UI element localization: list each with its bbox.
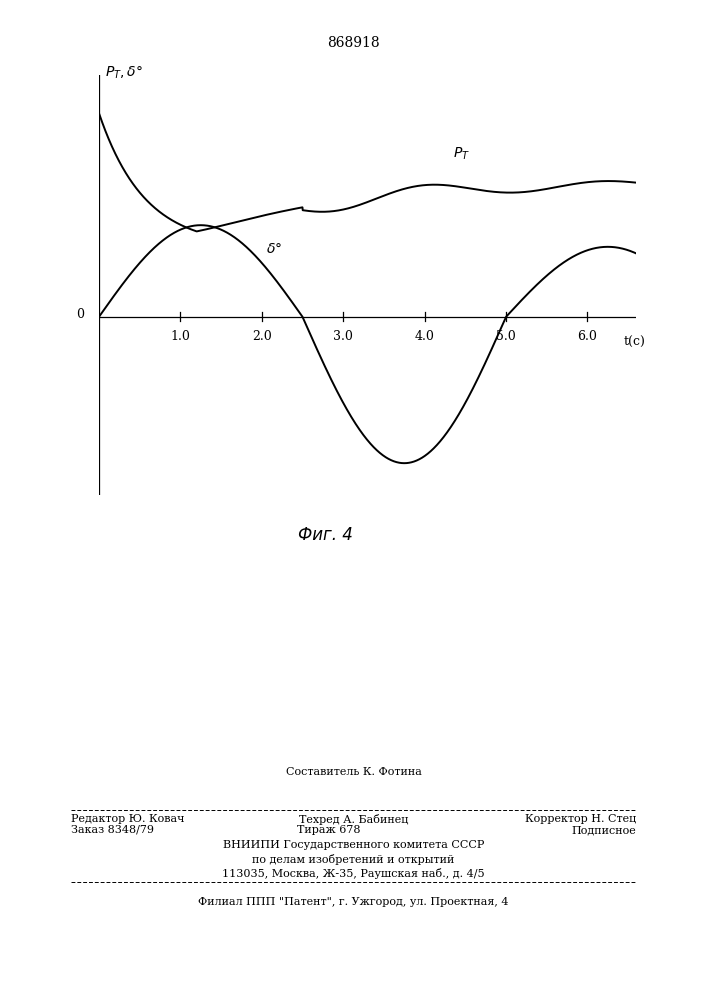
Text: Техред А. Бабинец: Техред А. Бабинец (299, 814, 408, 825)
Text: ВНИИПИ Государственного комитета СССР: ВНИИПИ Государственного комитета СССР (223, 840, 484, 850)
Text: Редактор Ю. Ковач: Редактор Ю. Ковач (71, 814, 185, 824)
Text: Филиал ППП "Патент", г. Ужгород, ул. Проектная, 4: Филиал ППП "Патент", г. Ужгород, ул. Про… (198, 897, 509, 907)
Text: Составитель К. Фотина: Составитель К. Фотина (286, 767, 421, 777)
Text: $P_T$: $P_T$ (453, 145, 470, 162)
Text: 5.0: 5.0 (496, 330, 516, 343)
Text: по делам изобретений и открытий: по делам изобретений и открытий (252, 854, 455, 865)
Text: Тираж 678: Тираж 678 (297, 825, 361, 835)
Text: Фиг. 4: Фиг. 4 (298, 526, 353, 544)
Text: 113035, Москва, Ж-35, Раушская наб., д. 4/5: 113035, Москва, Ж-35, Раушская наб., д. … (222, 868, 485, 879)
Text: Корректор Н. Стец: Корректор Н. Стец (525, 814, 636, 824)
Text: 3.0: 3.0 (333, 330, 354, 343)
Text: 1.0: 1.0 (170, 330, 190, 343)
Text: Подписное: Подписное (571, 825, 636, 835)
Text: 2.0: 2.0 (252, 330, 271, 343)
Text: 6.0: 6.0 (578, 330, 597, 343)
Text: $\delta°$: $\delta°$ (266, 242, 282, 256)
Text: $P_T, \delta°$: $P_T, \delta°$ (105, 64, 144, 81)
Text: 0: 0 (76, 308, 84, 321)
Text: Заказ 8348/79: Заказ 8348/79 (71, 825, 153, 835)
Text: 4.0: 4.0 (415, 330, 435, 343)
Text: t(с): t(с) (624, 336, 645, 349)
Text: 868918: 868918 (327, 36, 380, 50)
